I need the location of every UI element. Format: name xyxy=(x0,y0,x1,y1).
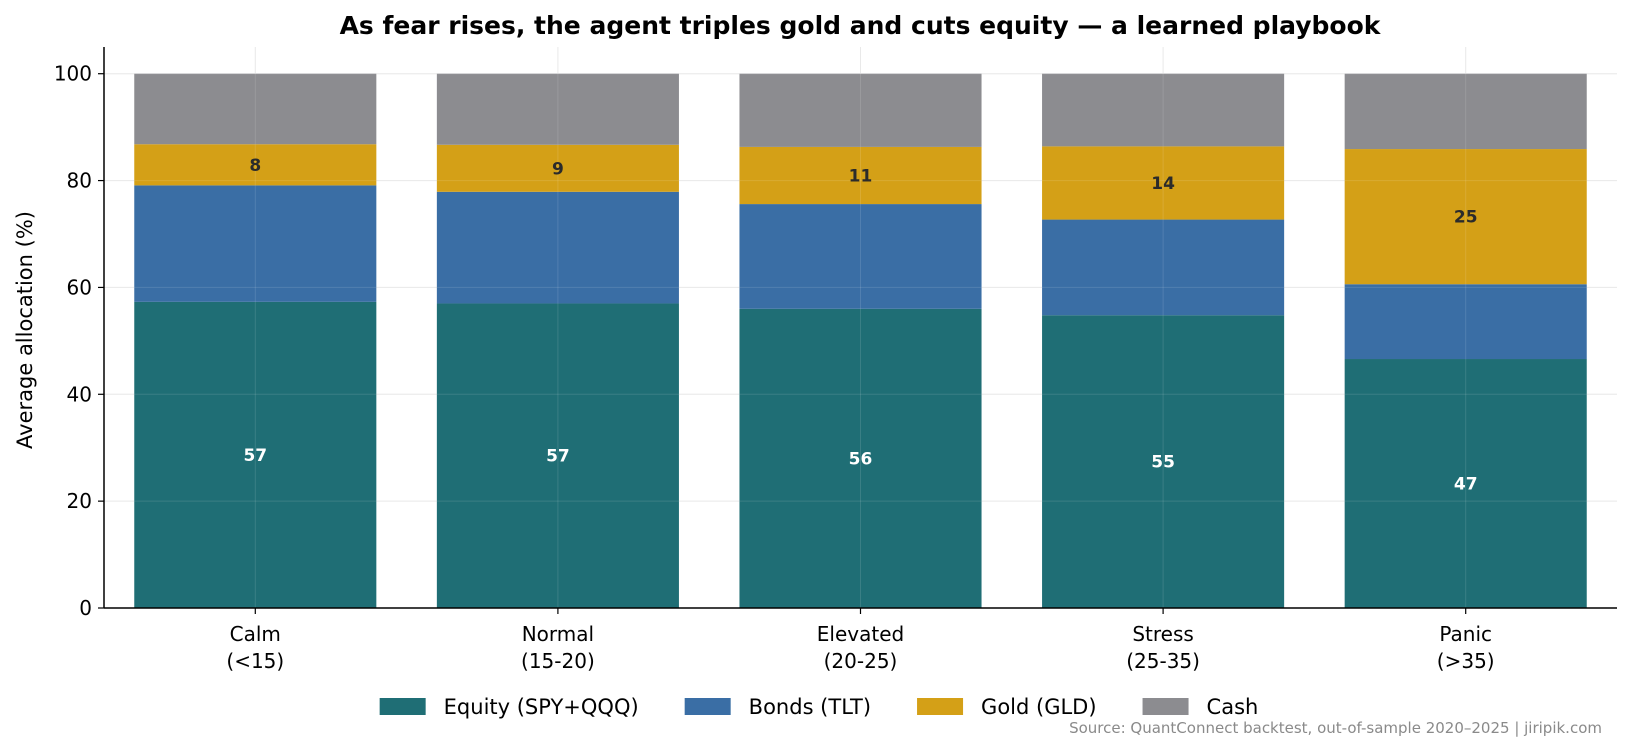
bar-2-0 xyxy=(134,144,377,186)
bar-3-2 xyxy=(739,73,982,147)
data-label-0-1: 57 xyxy=(546,447,570,467)
bar-0-3 xyxy=(1042,315,1285,608)
data-label-2-3: 14 xyxy=(1151,174,1175,194)
y-tick-label: 0 xyxy=(79,596,92,620)
bar-2-2 xyxy=(739,146,982,205)
x-tick-label: Stress xyxy=(1132,622,1193,646)
x-tick-label: (<15) xyxy=(226,649,284,673)
bar-3-3 xyxy=(1042,73,1285,147)
legend: Equity (SPY+QQQ) Bonds (TLT) Gold (GLD) Cas… xyxy=(379,695,1259,719)
x-tick-label: Panic xyxy=(1439,622,1492,646)
legend-swatch-1 xyxy=(684,698,731,715)
bar-2-4 xyxy=(1344,149,1587,285)
bar-3-4 xyxy=(1344,73,1587,150)
legend-label-2: Gold (GLD) xyxy=(981,695,1097,719)
bar-1-1 xyxy=(436,191,679,304)
x-tick-label: (25-35) xyxy=(1126,649,1200,673)
bar-0-1 xyxy=(436,303,679,608)
data-label-2-2: 11 xyxy=(849,166,873,186)
legend-label-0: Equity (SPY+QQQ) xyxy=(444,695,639,719)
y-tick-label: 20 xyxy=(67,489,92,513)
legend-swatch-2 xyxy=(917,698,964,715)
bar-3-1 xyxy=(436,73,679,145)
data-label-2-4: 25 xyxy=(1454,208,1478,228)
bar-2-3 xyxy=(1042,146,1285,220)
legend-swatch-0 xyxy=(379,698,426,715)
data-label-2-1: 9 xyxy=(552,159,564,179)
data-label-2-0: 8 xyxy=(249,156,261,176)
x-tick-label: Calm xyxy=(230,622,281,646)
x-tick-label: (>35) xyxy=(1437,649,1495,673)
legend-label-1: Bonds (TLT) xyxy=(749,695,871,719)
legend-swatch-3 xyxy=(1142,698,1189,715)
y-tick-label: 60 xyxy=(67,275,92,299)
y-tick-label: 40 xyxy=(67,382,92,406)
bar-0-4 xyxy=(1344,359,1587,608)
bar-stacks xyxy=(134,73,1587,608)
source-note: Source: QuantConnect backtest, out-of-sa… xyxy=(1069,719,1602,737)
x-tick-label: (20-25) xyxy=(824,649,898,673)
bar-1-0 xyxy=(134,185,377,302)
x-tick-label: (15-20) xyxy=(521,649,595,673)
data-label-0-3: 55 xyxy=(1151,453,1175,473)
y-axis-label: Average allocation (%) xyxy=(13,211,37,449)
bar-1-2 xyxy=(739,204,982,309)
data-label-0-2: 56 xyxy=(849,449,873,469)
y-tick-label: 80 xyxy=(67,169,92,193)
bar-2-1 xyxy=(436,144,679,192)
bar-1-4 xyxy=(1344,284,1587,360)
bar-0-2 xyxy=(739,308,982,608)
bar-3-0 xyxy=(134,73,377,145)
data-labels: 57 8 57 9 56 11 55 14 47 25 xyxy=(243,156,1477,495)
x-tick-label: Elevated xyxy=(817,622,904,646)
x-axis-ticks: Calm (<15) Normal (15-20) Elevated (20-25) Str… xyxy=(226,608,1495,673)
x-tick-label: Normal xyxy=(522,622,594,646)
bar-1-3 xyxy=(1042,219,1285,316)
y-axis-ticks: 0 20 40 60 80 100 xyxy=(54,62,104,620)
y-tick-label: 100 xyxy=(54,62,92,86)
data-label-0-0: 57 xyxy=(243,446,267,466)
bar-0-0 xyxy=(134,301,377,608)
legend-label-3: Cash xyxy=(1207,695,1259,719)
chart-title: As fear rises, the agent triples gold an… xyxy=(340,11,1382,40)
data-label-0-4: 47 xyxy=(1454,475,1478,495)
